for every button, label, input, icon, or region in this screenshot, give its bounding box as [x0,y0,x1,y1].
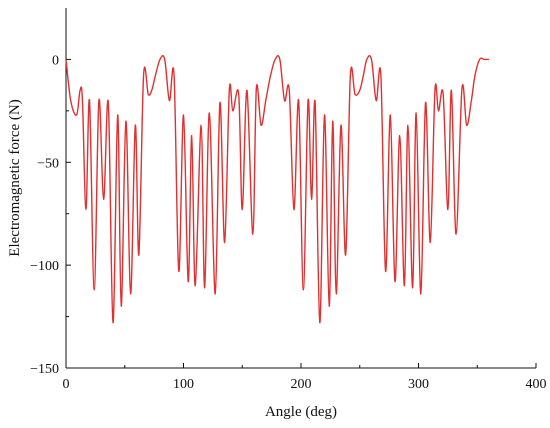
x-tick-label: 400 [526,377,547,392]
y-tick-label: −100 [30,259,59,274]
y-tick-label: −150 [30,362,59,377]
series-layer [65,54,490,324]
x-tick-label: 0 [63,377,70,392]
x-tick-label: 100 [173,377,194,392]
series-line [65,54,490,324]
y-tick-label: −50 [37,156,59,171]
x-tick-label: 200 [291,377,312,392]
y-axis-title: Electromagnetic force (N) [7,99,23,256]
x-axis-title: Angle (deg) [265,404,337,420]
x-tick-label: 300 [408,377,429,392]
y-tick-label: 0 [52,53,59,68]
ticks: 0 100 200 300 400 0 −50 −100 −150 [30,53,546,392]
